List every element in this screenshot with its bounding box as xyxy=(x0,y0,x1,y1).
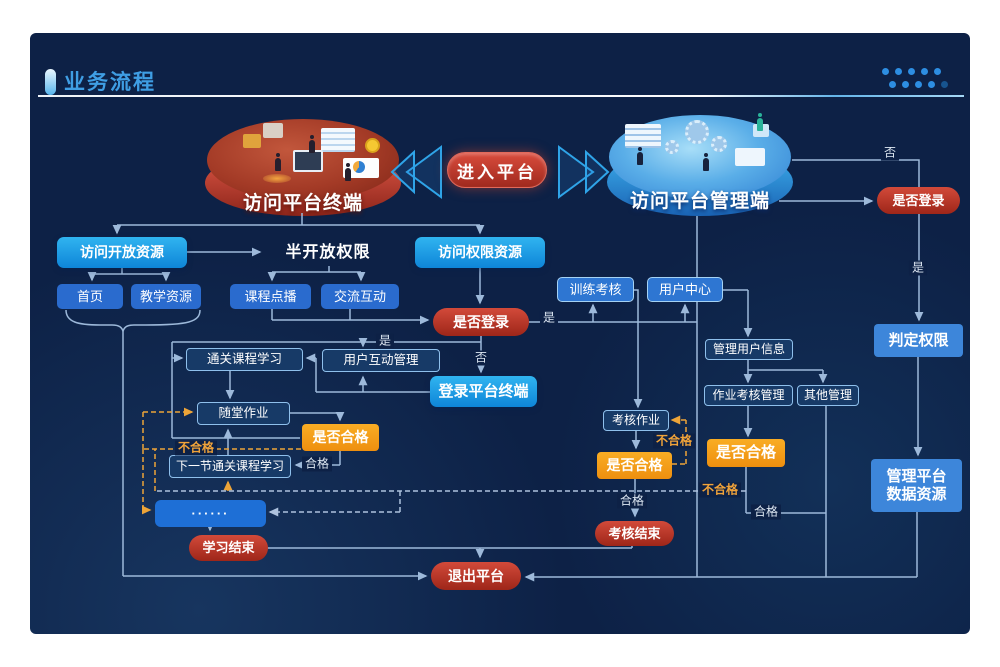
screen-icon xyxy=(321,128,355,152)
box-icon xyxy=(243,134,261,148)
node-next-pass-course: 下一节通关课程学习 xyxy=(169,455,291,478)
label-fail-1: 不合格 xyxy=(174,440,218,456)
terminal-disc-illustration: 访问平台终端 xyxy=(205,116,401,226)
admin-disc-label: 访问平台管理端 xyxy=(629,191,770,212)
node-open-resources: 访问开放资源 xyxy=(57,237,187,268)
enter-platform-button: 进入平台 xyxy=(447,152,547,188)
decor-dot xyxy=(895,68,902,75)
glow-spot xyxy=(263,174,291,183)
person-figure xyxy=(309,135,315,153)
monitor-icon xyxy=(625,124,661,148)
node-permission-resources: 访问权限资源 xyxy=(415,237,545,268)
label-pass-2: 合格 xyxy=(616,493,648,509)
node-qualified-3: 是否合格 xyxy=(707,439,785,467)
decor-dot xyxy=(941,81,948,88)
node-training-assessment: 训练考核 xyxy=(557,277,634,302)
node-login-check-mid: 是否登录 xyxy=(433,308,529,336)
label-no-mid: 否 xyxy=(471,350,491,366)
node-login-check-top: 是否登录 xyxy=(877,187,960,214)
node-other-mgmt: 其他管理 xyxy=(797,385,859,406)
node-user-interaction-mgmt: 用户互动管理 xyxy=(322,349,440,372)
node-login-terminal: 登录平台终端 xyxy=(430,376,537,407)
node-course-ondemand: 课程点播 xyxy=(230,284,311,309)
node-teaching-resources: 教学资源 xyxy=(131,284,201,309)
person-figure xyxy=(345,163,351,181)
node-homework-exam-mgmt: 作业考核管理 xyxy=(704,385,793,406)
label-pass-1: 合格 xyxy=(301,456,333,472)
pie-icon xyxy=(353,161,365,173)
node-manage-user-info: 管理用户信息 xyxy=(705,339,793,360)
chevron-right-icon xyxy=(558,145,610,199)
decor-dots-row-2 xyxy=(889,81,948,88)
node-user-center: 用户中心 xyxy=(647,277,723,302)
decor-dot xyxy=(889,81,896,88)
decor-dot xyxy=(882,68,889,75)
label-fail-2: 不合格 xyxy=(652,433,696,449)
page-title: 业务流程 xyxy=(64,71,156,94)
node-exam-end: 考核结束 xyxy=(595,521,674,546)
node-qualified-2: 是否合格 xyxy=(597,452,672,479)
title-underline xyxy=(38,95,964,97)
terminal-disc-label: 访问平台终端 xyxy=(242,193,363,214)
decor-dot xyxy=(928,81,935,88)
node-pass-course-learning: 通关课程学习 xyxy=(186,348,303,371)
decor-dot xyxy=(915,81,922,88)
node-exit-platform: 退出平台 xyxy=(431,562,521,590)
label-no-top: 否 xyxy=(880,145,900,161)
node-class-homework: 随堂作业 xyxy=(197,402,290,425)
decor-dots-row-1 xyxy=(882,68,941,75)
person-figure xyxy=(703,153,709,171)
label-pass-3: 合格 xyxy=(750,504,782,520)
gear-icon xyxy=(665,140,679,154)
person-figure xyxy=(757,113,763,131)
coin-icon xyxy=(365,138,380,153)
chevron-left-icon xyxy=(390,145,442,199)
decor-dot xyxy=(921,68,928,75)
person-figure xyxy=(637,147,643,165)
title-pill-icon xyxy=(45,69,56,95)
node-qualified-1: 是否合格 xyxy=(302,424,379,451)
decor-dot xyxy=(934,68,941,75)
carton-icon xyxy=(263,123,283,138)
node-home: 首页 xyxy=(57,284,123,309)
label-yes-left: 是 xyxy=(375,333,395,349)
node-judge-permission: 判定权限 xyxy=(874,324,963,357)
monitor-icon xyxy=(293,150,323,172)
decor-dot xyxy=(902,81,909,88)
panel-icon xyxy=(735,148,765,166)
gear-icon xyxy=(685,120,709,144)
node-exam-homework: 考核作业 xyxy=(603,410,669,431)
admin-disc-illustration: 访问平台管理端 xyxy=(607,112,793,222)
node-semi-open-permission: 半开放权限 xyxy=(285,244,371,262)
label-yes-mid: 是 xyxy=(539,310,559,326)
decor-dot xyxy=(908,68,915,75)
node-communication: 交流互动 xyxy=(321,284,399,309)
node-manage-platform-data: 管理平台数据资源 xyxy=(871,459,962,512)
node-ellipsis: ······ xyxy=(155,500,266,527)
label-fail-3: 不合格 xyxy=(698,482,742,498)
gear-icon xyxy=(711,136,727,152)
node-learning-end: 学习结束 xyxy=(189,535,268,561)
label-yes-right: 是 xyxy=(908,260,928,276)
person-figure xyxy=(275,153,281,171)
